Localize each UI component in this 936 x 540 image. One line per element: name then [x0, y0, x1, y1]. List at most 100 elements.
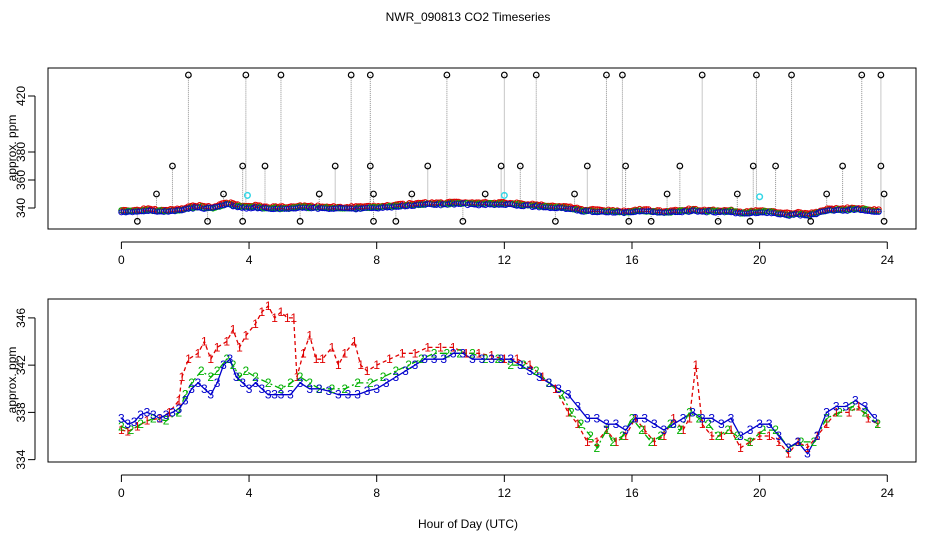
top-background-points	[118, 198, 882, 220]
bottom-series-2-marker: 2	[823, 411, 830, 425]
bottom-series-1-marker: 1	[278, 305, 285, 319]
top-outlier-point	[366, 162, 374, 170]
bottom-series-1-marker: 1	[632, 411, 639, 425]
top-outlier-point	[880, 190, 888, 198]
bottom-x-tick-label: 20	[753, 486, 767, 500]
bottom-series-1-marker: 1	[313, 352, 320, 366]
bottom-series-2-marker: 2	[150, 411, 157, 425]
top-outlier-point	[603, 71, 610, 79]
bottom-series-3-marker: 3	[239, 376, 246, 390]
bottom-series-1-marker: 1	[386, 352, 393, 366]
bottom-series-1-marker: 1	[424, 340, 431, 354]
top-x-tick-label: 16	[625, 253, 639, 267]
bottom-series-3-marker: 3	[271, 388, 278, 402]
bottom-series-1-marker: 1	[514, 352, 521, 366]
bottom-series-3-marker: 3	[201, 382, 208, 396]
top-outlier-point	[858, 71, 866, 79]
top-outlier-point	[370, 217, 377, 225]
bottom-series-1-marker: 1	[651, 435, 658, 449]
bottom-series-1-marker: 1	[230, 323, 237, 337]
top-y-tick-label: 420	[14, 86, 28, 106]
top-outlier-point	[443, 71, 451, 79]
bottom-series-3-marker: 3	[555, 382, 562, 396]
top-outlier-point	[788, 71, 795, 79]
bottom-series-1-marker: 1	[527, 358, 534, 372]
bottom-series-1-marker: 1	[737, 441, 744, 455]
bottom-x-tick-label: 16	[625, 486, 639, 500]
top-outlier-point	[459, 217, 467, 225]
bottom-series-3-marker: 3	[144, 405, 151, 419]
bottom-series-2-marker: 2	[297, 370, 304, 384]
bottom-series-1-marker: 1	[271, 311, 278, 325]
bottom-y-axis-label: approx. ppm	[5, 347, 19, 414]
bottom-series-3-marker: 3	[335, 388, 342, 402]
bottom-series-2-marker: 2	[214, 364, 221, 378]
bottom-series-1-marker: 1	[351, 335, 358, 349]
top-outlier-point	[500, 71, 508, 79]
top-cyan-point	[243, 191, 251, 199]
bottom-series-2-marker: 2	[444, 346, 451, 360]
bottom-series-3-marker: 3	[814, 429, 821, 443]
bottom-series-1-marker: 1	[539, 370, 546, 384]
bottom-series-1-marker: 1	[718, 429, 725, 443]
bottom-series-3-marker: 3	[651, 417, 658, 431]
top-plot-frame	[47, 67, 917, 230]
bottom-series-3-marker: 3	[278, 388, 285, 402]
bottom-series-1-marker: 1	[747, 435, 754, 449]
bottom-x-tick-label: 8	[373, 486, 380, 500]
bottom-series-2-marker: 2	[243, 364, 250, 378]
bottom-series-3-marker: 3	[852, 394, 859, 408]
bottom-series-2-marker: 2	[306, 376, 313, 390]
bottom-series-3-marker: 3	[440, 352, 447, 366]
top-outlier-point	[532, 71, 540, 79]
bottom-series-3-marker: 3	[517, 358, 524, 372]
top-outlier-point	[481, 190, 489, 198]
bottom-series-3-marker: 3	[227, 352, 234, 366]
bottom-series-3-marker: 3	[124, 417, 131, 431]
bottom-series-1-marker: 1	[680, 423, 687, 437]
top-x-tick-label: 4	[246, 253, 253, 267]
top-outlier-point	[220, 190, 227, 198]
bottom-series-3-marker: 3	[421, 352, 428, 366]
top-outlier-point	[698, 71, 706, 79]
bottom-series-3-marker: 3	[622, 423, 629, 437]
bottom-series-1-marker: 1	[814, 429, 821, 443]
top-outlier-point	[408, 190, 416, 198]
bottom-series-2-marker: 2	[354, 376, 361, 390]
bottom-series-2-marker: 2	[862, 405, 869, 419]
bottom-y-tick-label: 334	[14, 449, 28, 469]
bottom-series-3-marker: 3	[258, 382, 265, 396]
bottom-series-1-marker: 1	[804, 441, 811, 455]
bottom-series-1-marker: 1	[124, 424, 131, 438]
bottom-series-1-marker: 1	[437, 340, 444, 354]
bottom-series-1-marker: 1	[185, 352, 192, 366]
bottom-series-2-marker: 2	[507, 358, 514, 372]
bottom-series-1-marker: 1	[584, 435, 591, 449]
top-outlier-point	[877, 71, 885, 79]
bottom-series-3-marker: 3	[469, 352, 476, 366]
bottom-series-2-marker: 2	[558, 388, 565, 402]
bottom-series-3-marker: 3	[756, 417, 763, 431]
bottom-series-1-marker: 1	[284, 311, 291, 325]
bottom-series-2-marker: 2	[677, 423, 684, 437]
bottom-series-1-marker: 1	[670, 411, 677, 425]
top-outlier-point	[551, 217, 559, 225]
bottom-series-2-marker: 2	[603, 423, 610, 437]
top-cyan-point	[500, 191, 508, 199]
bottom-series-2-marker: 2	[341, 382, 348, 396]
bottom-series-3-marker: 3	[689, 405, 696, 419]
bottom-series-1-marker: 1	[450, 340, 457, 354]
bottom-series-3-marker: 3	[306, 382, 313, 396]
bottom-series-3-marker: 3	[297, 376, 304, 390]
bottom-series-2-marker: 2	[316, 382, 323, 396]
bottom-series-3-marker: 3	[737, 429, 744, 443]
bottom-series-1-marker: 1	[766, 429, 773, 443]
bottom-series-2-marker: 2	[648, 435, 655, 449]
top-outlier-point	[619, 71, 626, 79]
bottom-series-3-marker: 3	[252, 376, 259, 390]
bottom-series-2-marker: 2	[137, 417, 144, 431]
bottom-series-2-marker: 2	[798, 435, 805, 449]
bottom-series-1-marker: 1	[785, 447, 792, 461]
